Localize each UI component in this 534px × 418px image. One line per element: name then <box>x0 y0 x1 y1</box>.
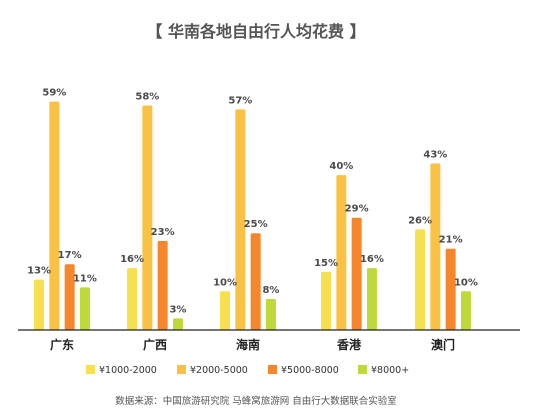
value-label-海南-¥5000-8000: 25% <box>244 219 268 230</box>
bar-澳门-¥2000-5000 <box>430 163 441 330</box>
legend: ¥1000-2000 ¥2000-5000 ¥5000-8000 ¥8000+ <box>86 365 409 376</box>
bar-澳门-¥5000-8000 <box>445 248 456 330</box>
category-labels-layer: 广东 广西 海南 香港 澳门 <box>50 337 455 352</box>
value-label-澳门-¥8000+: 10% <box>454 277 478 288</box>
legend-swatch <box>177 365 186 374</box>
value-label-广东-¥2000-5000: 59% <box>42 88 66 99</box>
value-label-海南-¥1000-2000: 10% <box>213 277 237 288</box>
value-label-澳门-¥5000-8000: 21% <box>439 235 463 246</box>
legend-label: ¥1000-2000 <box>99 365 157 376</box>
bar-广西-¥2000-5000 <box>142 105 153 330</box>
legend-swatch <box>268 365 277 374</box>
value-label-广西-¥5000-8000: 23% <box>151 227 175 238</box>
chart-title: 【 华南各地自由行人均花费 】 <box>146 22 365 41</box>
category-label-澳门: 澳门 <box>431 337 455 352</box>
bar-香港-¥5000-8000 <box>351 217 362 330</box>
category-label-香港: 香港 <box>336 337 362 352</box>
data-source-note: 数据来源：中国旅游研究院 马蜂窝旅游网 自由行大数据联合实验室 <box>115 395 397 407</box>
bar-广东-¥1000-2000 <box>34 279 45 330</box>
legend-item-¥8000+: ¥8000+ <box>358 365 409 376</box>
value-label-广东-¥1000-2000: 13% <box>27 266 51 277</box>
bar-海南-¥1000-2000 <box>220 291 231 330</box>
value-label-澳门-¥2000-5000: 43% <box>423 150 447 161</box>
category-label-广西: 广西 <box>143 337 167 352</box>
value-label-香港-¥1000-2000: 15% <box>314 258 338 269</box>
value-label-澳门-¥1000-2000: 26% <box>408 215 432 226</box>
value-label-香港-¥2000-5000: 40% <box>329 161 353 172</box>
value-label-海南-¥2000-5000: 57% <box>228 95 252 106</box>
bar-香港-¥1000-2000 <box>321 271 332 330</box>
bar-澳门-¥1000-2000 <box>415 229 426 330</box>
legend-swatch <box>86 365 95 374</box>
legend-item-¥2000-5000: ¥2000-5000 <box>177 365 248 376</box>
legend-label: ¥5000-8000 <box>281 365 339 376</box>
legend-label: ¥2000-5000 <box>190 365 248 376</box>
bar-广西-¥5000-8000 <box>157 240 168 330</box>
bar-广东-¥5000-8000 <box>64 264 75 330</box>
legend-label: ¥8000+ <box>371 365 409 376</box>
bar-广西-¥8000+ <box>172 318 183 330</box>
bars-layer <box>34 101 471 331</box>
value-labels-layer: 13% 59% 17% 11% 16% 58% 23% 3% 10% 57% 25% 8% 15% 40%… <box>27 88 478 316</box>
value-label-海南-¥8000+: 8% <box>262 285 279 296</box>
value-label-广西-¥2000-5000: 58% <box>135 91 159 102</box>
bar-海南-¥8000+ <box>265 299 276 330</box>
value-label-香港-¥5000-8000: 29% <box>345 204 369 215</box>
bar-广西-¥1000-2000 <box>127 268 138 330</box>
value-label-广西-¥1000-2000: 16% <box>120 254 144 265</box>
bar-海南-¥5000-8000 <box>250 233 261 330</box>
value-label-广东-¥8000+: 11% <box>73 273 97 284</box>
bar-海南-¥2000-5000 <box>235 109 246 331</box>
bar-广东-¥2000-5000 <box>49 101 60 330</box>
value-label-香港-¥8000+: 16% <box>360 254 384 265</box>
bar-广东-¥8000+ <box>79 287 90 330</box>
legend-item-¥1000-2000: ¥1000-2000 <box>86 365 157 376</box>
category-label-广东: 广东 <box>50 337 74 352</box>
category-label-海南: 海南 <box>236 337 260 352</box>
legend-item-¥5000-8000: ¥5000-8000 <box>268 365 339 376</box>
bar-香港-¥8000+ <box>366 268 377 330</box>
bar-香港-¥2000-5000 <box>336 175 347 330</box>
legend-swatch <box>358 365 367 374</box>
value-label-广西-¥8000+: 3% <box>169 304 186 315</box>
value-label-广东-¥5000-8000: 17% <box>58 250 82 261</box>
bar-澳门-¥8000+ <box>460 291 471 330</box>
